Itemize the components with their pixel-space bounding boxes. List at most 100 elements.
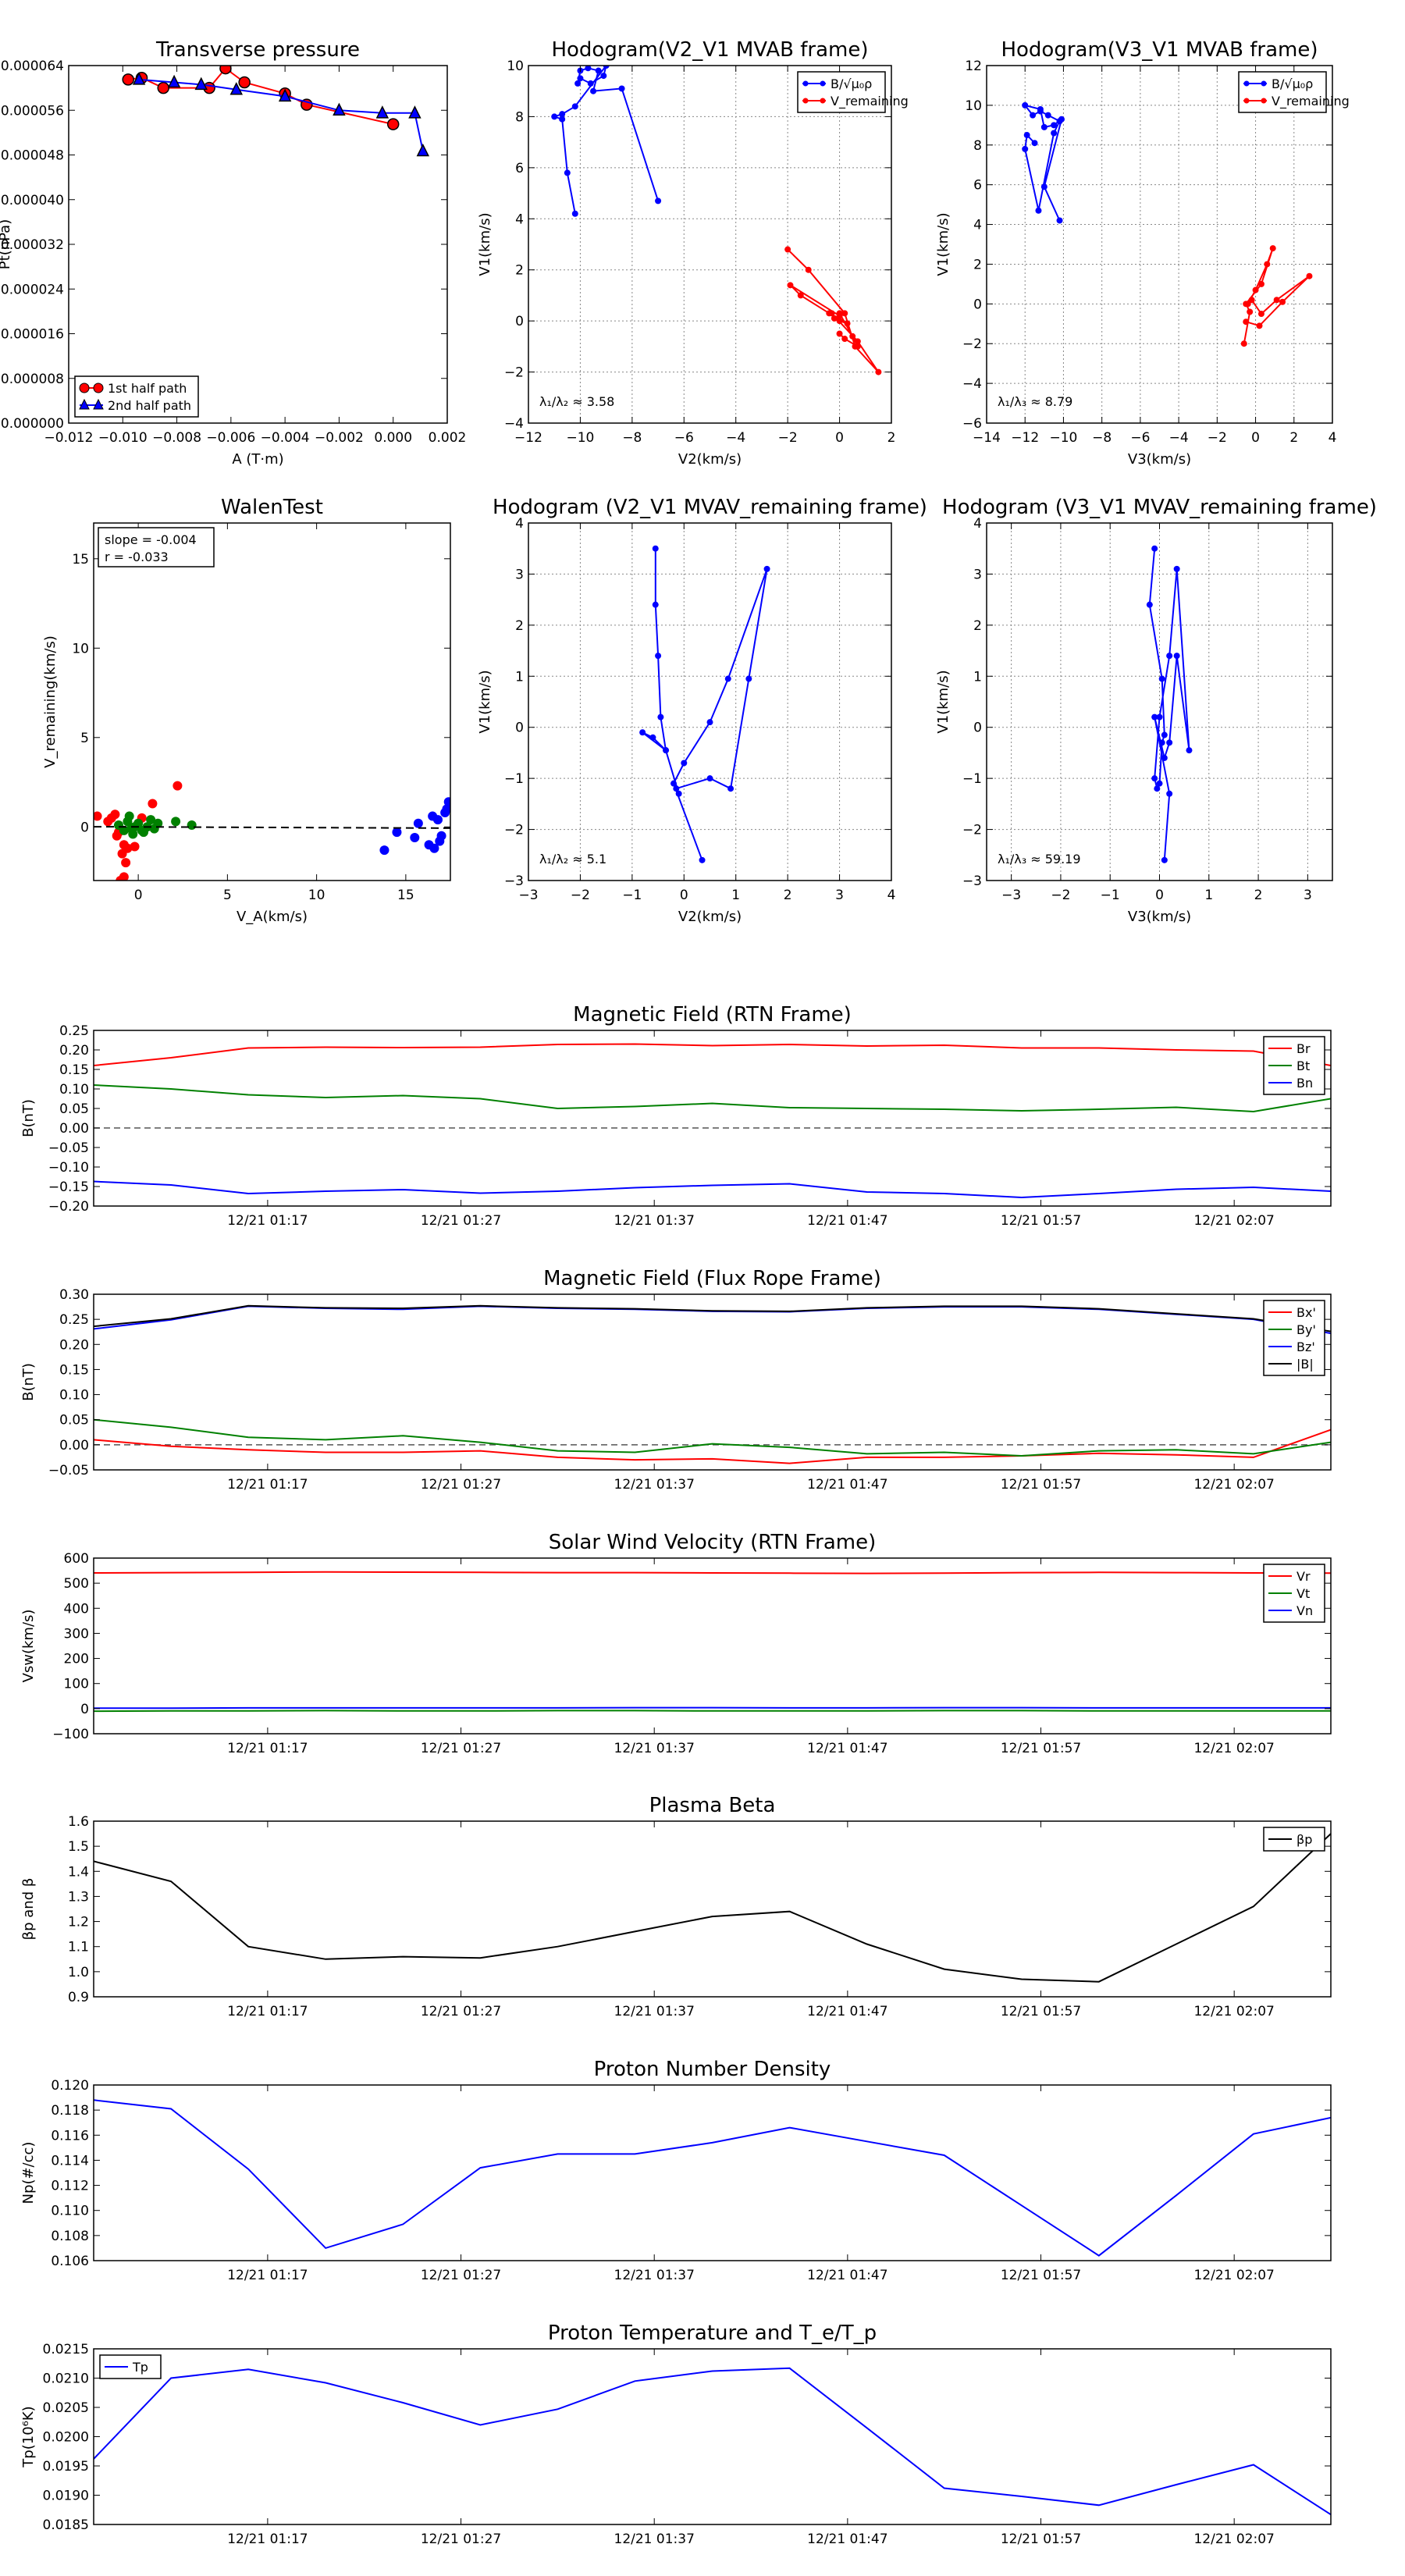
y-axis-label: βp and β [20, 1878, 37, 1941]
scatter-point [173, 781, 183, 791]
y-axis-label: V1(km/s) [477, 670, 493, 733]
y-tick-label: 0.0185 [43, 2517, 89, 2533]
y-tick-label: 0 [80, 1702, 89, 1717]
data-point [652, 601, 659, 608]
annotation: λ₁/λ₃ ≈ 59.19 [998, 852, 1081, 866]
legend: βp [1263, 1827, 1325, 1852]
data-point [706, 775, 713, 782]
plot-frame [93, 2084, 1332, 2261]
y-tick-label: 200 [64, 1652, 89, 1667]
y-tick-label: 0.0190 [43, 2489, 89, 2504]
y-tick-label: 0.108 [51, 2229, 89, 2244]
data-point [157, 81, 169, 94]
data-point [831, 315, 838, 322]
data-point [574, 80, 582, 87]
data-point [844, 320, 851, 327]
x-tick-label: 12/21 01:17 [227, 2532, 308, 2547]
x-tick-label: 12/21 01:37 [614, 1741, 695, 1756]
series-line-Br [94, 1043, 1331, 1066]
y-tick-label: −0.15 [48, 1179, 89, 1195]
y-tick-label: 10 [965, 98, 982, 114]
chart-title: Plasma Beta [649, 1794, 776, 1817]
y-tick-label: 0.20 [59, 1043, 89, 1059]
data-point [603, 66, 610, 69]
y-tick-label: 0 [515, 314, 524, 329]
y-tick-label: 600 [64, 1551, 89, 1567]
plot-frame [93, 1820, 1332, 1998]
data-point [595, 67, 602, 74]
data-point [1252, 286, 1259, 294]
fit-line [94, 826, 450, 829]
y-tick-label: 0.25 [59, 1023, 89, 1039]
y-tick-label: 1 [973, 669, 982, 685]
plot-frame [528, 522, 892, 881]
data-point [657, 713, 664, 720]
x-tick-label: 12/21 01:27 [421, 1741, 501, 1756]
chart-mf_rtn: 12/21 01:17 12/21 01:27 12/21 01:37 12/21 0… [20, 1003, 1332, 1229]
y-tick-label: 2 [973, 618, 982, 634]
data-point [787, 282, 794, 289]
data-point [854, 343, 861, 350]
data-point [1156, 713, 1163, 720]
data-point [1248, 297, 1255, 304]
x-tick-label: −0.010 [98, 430, 148, 446]
y-tick-label: 0.120 [51, 2078, 89, 2094]
y-axis-label: Pt(nPa) [0, 219, 13, 269]
y-tick-label: −2 [962, 823, 982, 838]
series-line-B/√μ₀ρ [551, 66, 660, 214]
x-tick-label: 12/21 01:47 [807, 2532, 887, 2547]
series-line-βp [94, 1833, 1331, 1983]
y-tick-label: −4 [962, 376, 982, 392]
plot-frame [528, 65, 892, 424]
y-axis-label: B(nT) [20, 1363, 37, 1401]
data-point [1166, 739, 1173, 746]
data-point [1161, 856, 1168, 863]
legend-marker [1243, 80, 1250, 87]
series-line-Vn [94, 1706, 1331, 1710]
x-tick-label: 12/21 01:17 [227, 2004, 308, 2019]
data-point [1030, 112, 1037, 119]
y-axis-label: V1(km/s) [935, 670, 951, 733]
y-tick-label: 0.15 [59, 1062, 89, 1078]
series-line-s0 [642, 548, 768, 861]
y-tick-label: 0.00 [59, 1438, 89, 1453]
y-tick-label: −2 [504, 365, 524, 381]
data-point [564, 169, 571, 176]
series-line-Np [94, 2099, 1331, 2257]
data-point [1151, 713, 1158, 720]
data-point [132, 72, 146, 85]
data-point [587, 80, 594, 87]
data-point [1256, 322, 1263, 329]
data-point [655, 197, 662, 205]
y-tick-label: −100 [52, 1727, 89, 1742]
y-tick-label: 10 [507, 59, 524, 74]
x-tick-label: 12/21 02:07 [1193, 2268, 1274, 2283]
scatter-point [112, 831, 122, 841]
legend: Tp [99, 2354, 162, 2379]
x-tick-label: 1 [731, 888, 740, 903]
x-tick-label: −8 [622, 430, 642, 446]
y-tick-label: 0.10 [59, 1082, 89, 1098]
x-tick-label: 12/21 02:07 [1193, 2532, 1274, 2547]
y-axis-label: Vsw(km/s) [20, 1610, 37, 1683]
scatter-point [392, 827, 402, 838]
data-point [559, 116, 566, 123]
data-point [1154, 785, 1161, 792]
x-tick-label: 0.002 [429, 430, 467, 446]
legend: Br Bt Bn [1263, 1036, 1325, 1095]
x-tick-label: 12/21 01:27 [421, 2532, 501, 2547]
x-axis-label: V3(km/s) [1128, 451, 1191, 468]
plot-area [94, 1304, 1331, 1464]
data-point [1146, 601, 1153, 608]
annotation: λ₁/λ₂ ≈ 5.1 [539, 852, 606, 866]
data-point [333, 102, 346, 116]
data-point [1166, 653, 1173, 660]
y-tick-label: −1 [962, 771, 982, 787]
y-tick-label: 1.5 [68, 1839, 89, 1855]
x-tick-label: −6 [1130, 430, 1150, 446]
data-point [1051, 122, 1058, 129]
data-point [585, 66, 592, 72]
x-tick-label: −10 [566, 430, 594, 446]
x-tick-label: −2 [778, 430, 798, 446]
